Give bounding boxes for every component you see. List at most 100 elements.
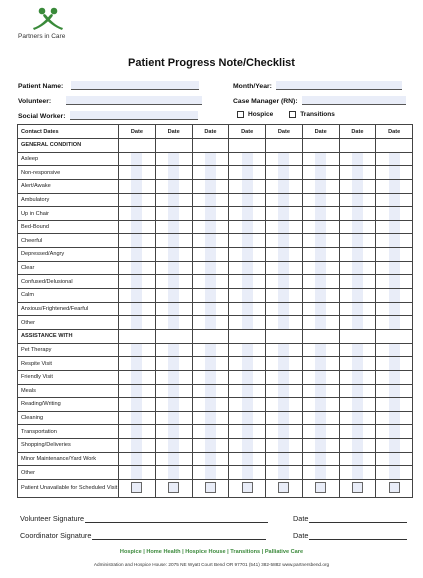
entry-field[interactable] <box>168 248 180 261</box>
check-cell[interactable] <box>191 383 230 399</box>
check-cell[interactable] <box>154 369 193 385</box>
entry-field[interactable] <box>278 234 290 247</box>
check-cell[interactable] <box>265 479 303 499</box>
entry-field[interactable] <box>204 207 216 220</box>
check-cell[interactable] <box>228 397 266 412</box>
check-cell[interactable] <box>228 301 266 317</box>
entry-field[interactable] <box>131 482 143 494</box>
entry-field[interactable] <box>351 344 363 356</box>
check-cell[interactable] <box>228 451 266 467</box>
check-cell[interactable] <box>118 260 156 276</box>
entry-field[interactable] <box>241 453 253 465</box>
entry-field[interactable] <box>351 289 363 302</box>
entry-field[interactable] <box>241 289 253 302</box>
check-cell[interactable] <box>301 451 340 467</box>
coordinator-signature-field[interactable]: Coordinator Signature <box>20 531 267 540</box>
check-cell[interactable] <box>375 219 413 235</box>
entry-field[interactable] <box>204 153 216 165</box>
entry-field[interactable] <box>388 166 400 179</box>
entry-field[interactable] <box>388 425 400 438</box>
check-cell[interactable] <box>265 233 303 249</box>
entry-field[interactable] <box>351 221 363 234</box>
check-cell[interactable] <box>375 465 413 481</box>
entry-field[interactable] <box>351 153 363 165</box>
check-cell[interactable] <box>375 260 413 276</box>
check-cell[interactable] <box>301 465 340 481</box>
check-cell[interactable] <box>228 219 266 235</box>
entry-field[interactable] <box>131 166 143 179</box>
check-cell[interactable] <box>301 424 340 440</box>
check-cell[interactable] <box>375 301 413 317</box>
check-cell[interactable] <box>301 438 340 453</box>
check-cell[interactable] <box>154 260 193 276</box>
check-cell[interactable] <box>265 247 303 262</box>
check-cell[interactable] <box>375 369 413 385</box>
entry-field[interactable] <box>315 466 327 479</box>
check-cell[interactable] <box>301 274 340 290</box>
check-cell[interactable] <box>265 315 303 330</box>
entry-field[interactable] <box>315 194 327 206</box>
check-cell[interactable] <box>228 356 266 371</box>
check-cell[interactable] <box>301 192 340 208</box>
transitions-checkbox[interactable] <box>289 111 297 118</box>
check-cell[interactable] <box>375 451 413 467</box>
check-cell[interactable] <box>191 219 230 235</box>
check-cell[interactable] <box>265 465 303 481</box>
entry-field[interactable] <box>351 357 363 370</box>
entry-field[interactable] <box>278 385 290 397</box>
entry-field[interactable] <box>168 221 180 234</box>
check-cell[interactable] <box>228 192 266 208</box>
check-cell[interactable] <box>338 410 377 426</box>
check-cell[interactable] <box>375 206 413 221</box>
entry-field[interactable] <box>351 398 363 411</box>
check-cell[interactable] <box>118 383 156 399</box>
check-cell[interactable] <box>338 315 377 330</box>
check-cell[interactable] <box>338 342 377 358</box>
check-cell[interactable] <box>118 410 156 426</box>
check-cell[interactable] <box>338 356 377 371</box>
check-cell[interactable] <box>265 165 303 180</box>
entry-field[interactable] <box>278 412 290 424</box>
check-cell[interactable] <box>375 151 413 167</box>
entry-field[interactable] <box>315 207 327 220</box>
entry-field[interactable] <box>278 194 290 206</box>
entry-field[interactable] <box>388 180 400 193</box>
entry-field[interactable] <box>204 482 216 494</box>
entry-field[interactable] <box>388 234 400 247</box>
entry-field[interactable] <box>241 262 253 274</box>
check-cell[interactable] <box>191 165 230 180</box>
coordinator-date-line[interactable] <box>309 531 408 540</box>
entry-field[interactable] <box>315 221 327 234</box>
check-cell[interactable] <box>154 165 193 180</box>
entry-field[interactable] <box>388 453 400 465</box>
entry-field[interactable] <box>278 425 290 438</box>
entry-field[interactable] <box>315 303 327 315</box>
check-cell[interactable] <box>338 424 377 440</box>
entry-field[interactable] <box>168 425 180 438</box>
check-cell[interactable] <box>191 192 230 208</box>
check-cell[interactable] <box>191 424 230 440</box>
entry-field[interactable] <box>168 385 180 397</box>
check-cell[interactable] <box>301 315 340 330</box>
check-cell[interactable] <box>265 206 303 221</box>
check-cell[interactable] <box>154 247 193 262</box>
entry-field[interactable] <box>315 385 327 397</box>
check-cell[interactable] <box>191 274 230 290</box>
entry-field[interactable] <box>131 398 143 411</box>
entry-field[interactable] <box>241 385 253 397</box>
check-cell[interactable] <box>338 369 377 385</box>
check-cell[interactable] <box>301 301 340 317</box>
check-cell[interactable] <box>338 274 377 290</box>
check-cell[interactable] <box>118 233 156 249</box>
entry-field[interactable] <box>315 357 327 370</box>
entry-field[interactable] <box>351 412 363 424</box>
entry-field[interactable] <box>204 234 216 247</box>
entry-field[interactable] <box>278 221 290 234</box>
check-cell[interactable] <box>228 288 266 303</box>
check-cell[interactable] <box>191 206 230 221</box>
entry-field[interactable] <box>168 439 180 452</box>
entry-field[interactable] <box>241 221 253 234</box>
entry-field[interactable] <box>131 207 143 220</box>
check-cell[interactable] <box>301 288 340 303</box>
check-cell[interactable] <box>301 397 340 412</box>
